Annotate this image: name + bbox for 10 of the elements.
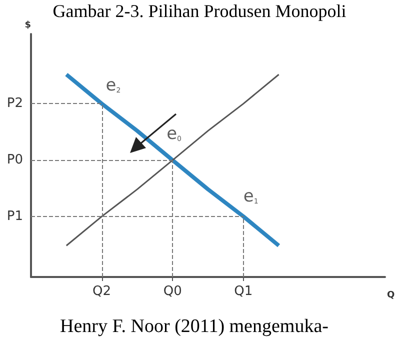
- ref-line-label: P0: [6, 152, 23, 168]
- chart-title: Gambar 2-3. Pilihan Produsen Monopoli: [52, 0, 348, 22]
- ref-line-label: P2: [6, 96, 23, 112]
- y-axis-title: $: [24, 20, 31, 30]
- ref-line-label: P1: [6, 208, 23, 224]
- x-tick-label: Q1: [234, 284, 253, 299]
- x-tick-label: Q2: [92, 284, 112, 299]
- x-tick-label: Q0: [163, 284, 182, 299]
- x-axis-title: Q: [387, 290, 395, 300]
- text: Henry F. Noor (2011) mengemuka-: [60, 316, 328, 338]
